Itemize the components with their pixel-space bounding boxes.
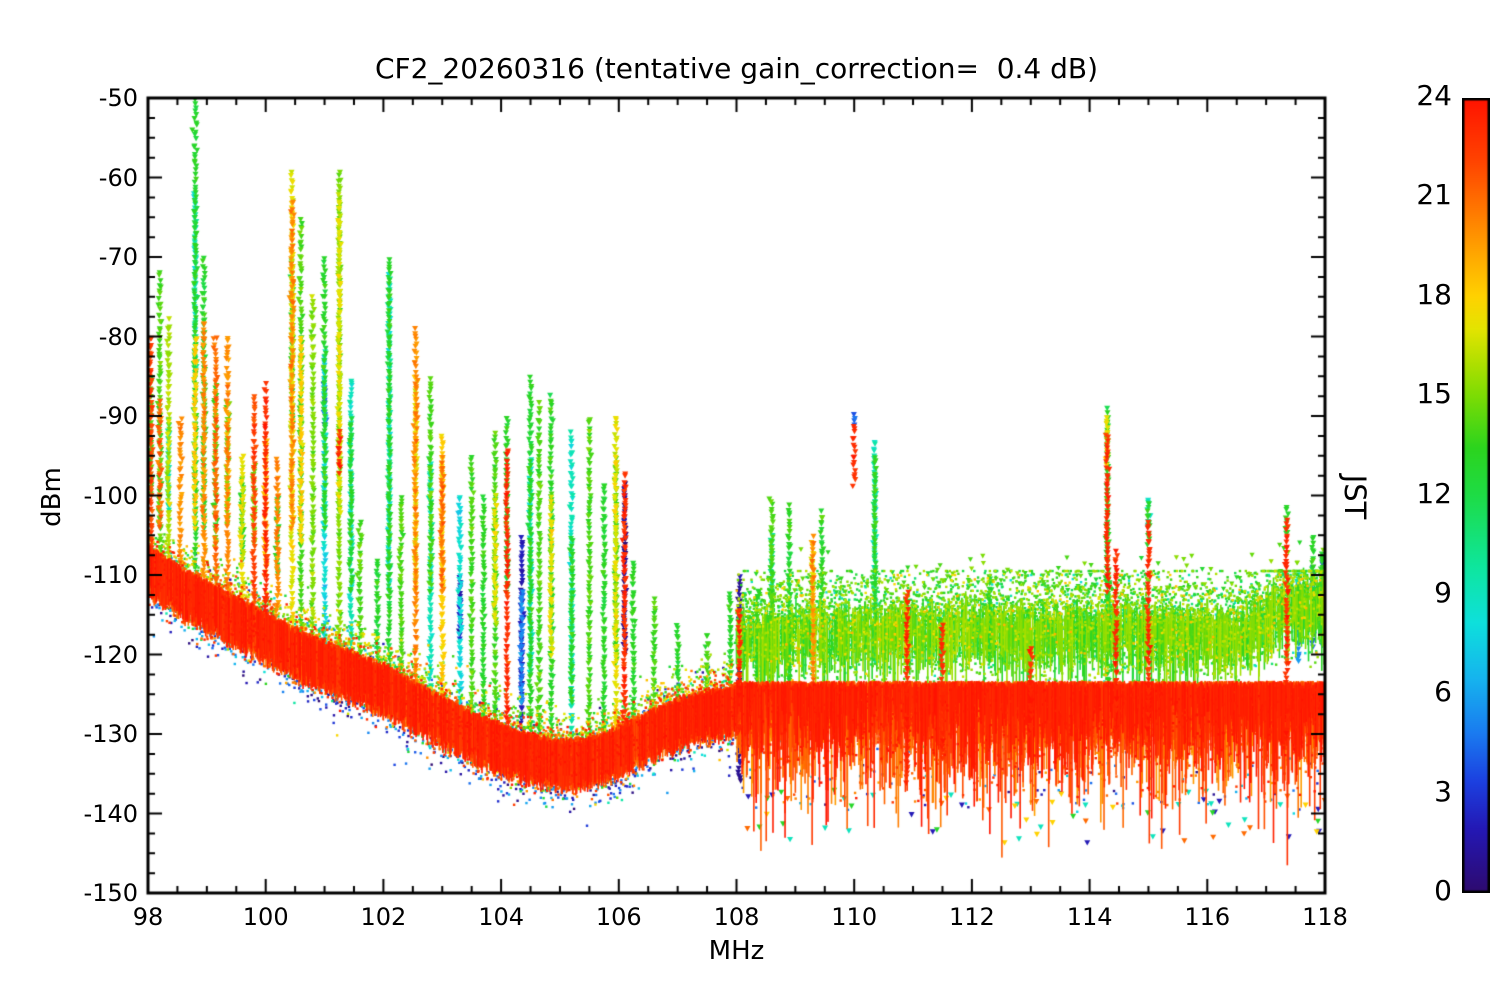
colorbar-tick-label-15: 15 xyxy=(1416,377,1452,411)
y-tick-label--120: -120 xyxy=(83,640,138,669)
x-tick-label-102: 102 xyxy=(360,903,407,931)
colorbar-tick-label-18: 18 xyxy=(1416,277,1452,311)
y-tick-label--140: -140 xyxy=(83,799,138,828)
y-tick-label--150: -150 xyxy=(83,879,138,907)
y-tick-label--80: -80 xyxy=(98,322,138,351)
x-tick-label-98: 98 xyxy=(132,903,164,931)
y-tick-label--50: -50 xyxy=(98,84,138,112)
colorbar-axis-label: JST xyxy=(1338,474,1372,520)
x-tick-label-104: 104 xyxy=(478,903,524,931)
colorbar-tick-label-6: 6 xyxy=(1434,675,1452,709)
colorbar-tick-label-9: 9 xyxy=(1434,575,1452,609)
colorbar-tick-label-24: 24 xyxy=(1416,79,1452,112)
x-tick-label-108: 108 xyxy=(713,903,760,931)
chart-title: CF2_20260316 (tentative gain_correction=… xyxy=(374,52,1099,85)
y-tick-label--90: -90 xyxy=(98,402,138,430)
y-tick-label--130: -130 xyxy=(83,720,138,748)
x-tick-label-112: 112 xyxy=(948,903,995,931)
y-tick-label--100: -100 xyxy=(83,481,138,510)
y-tick-label--60: -60 xyxy=(98,163,138,192)
x-axis-label: MHz xyxy=(708,936,765,966)
x-tick-label-100: 100 xyxy=(242,903,289,931)
colorbar-tick-label-0: 0 xyxy=(1434,874,1452,907)
colorbar-tick-label-3: 3 xyxy=(1434,774,1452,808)
x-tick-label-116: 116 xyxy=(1184,903,1231,931)
x-tick-label-118: 118 xyxy=(1302,903,1348,931)
x-tick-label-110: 110 xyxy=(831,903,878,931)
y-tick-label--110: -110 xyxy=(83,561,138,589)
colorbar-tick-label-12: 12 xyxy=(1416,476,1452,510)
x-tick-label-114: 114 xyxy=(1066,903,1113,931)
colorbar xyxy=(1462,98,1490,893)
y-tick-label--70: -70 xyxy=(98,243,138,271)
x-tick-label-106: 106 xyxy=(595,903,642,931)
colorbar-tick-label-21: 21 xyxy=(1416,178,1452,212)
